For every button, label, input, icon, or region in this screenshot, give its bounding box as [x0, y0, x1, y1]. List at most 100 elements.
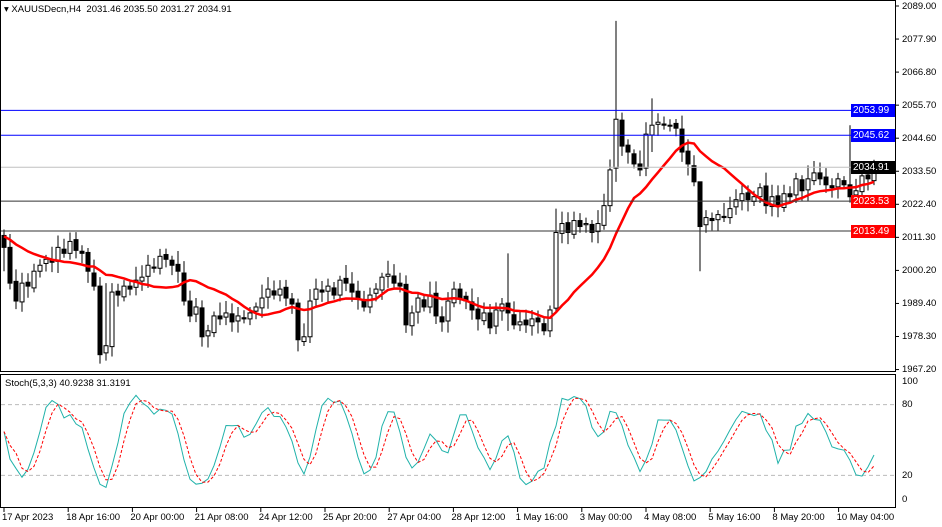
bull-candle [385, 273, 391, 277]
bear-candle [85, 251, 91, 272]
bear-candle [289, 298, 295, 305]
price-axis-label: 1967.20 [902, 364, 937, 376]
time-axis-label: 24 Apr 12:00 [258, 512, 313, 523]
bear-candle [475, 308, 481, 320]
bear-candle [487, 312, 493, 329]
stoch-axis-label: 0 [902, 493, 908, 505]
bull-candle [145, 264, 151, 277]
stoch-k-line [3, 394, 875, 489]
stoch-axis-label: 20 [902, 469, 913, 481]
bear-candle [565, 222, 571, 233]
bull-candle [265, 288, 271, 298]
bear-candle [13, 280, 19, 302]
bull-candle [415, 297, 421, 313]
bull-candle [739, 193, 745, 202]
bear-candle [403, 283, 409, 326]
bear-candle [349, 283, 355, 293]
bear-candle [457, 288, 463, 299]
bull-candle [655, 121, 661, 125]
price-axis-label: 2011.30 [902, 231, 936, 243]
bull-candle [667, 124, 673, 127]
bear-candle [721, 215, 727, 219]
bull-candle [757, 187, 763, 198]
dropdown-triangle-icon[interactable]: ▾ [4, 4, 12, 15]
bull-candle [67, 240, 73, 254]
bull-candle [337, 279, 343, 296]
bear-candle [343, 277, 349, 284]
bear-candle [91, 272, 97, 287]
bull-candle [313, 288, 319, 300]
price-tag: 2053.99 [851, 103, 895, 117]
bull-candle [607, 169, 613, 207]
time-axis-label: 27 Apr 04:00 [387, 512, 442, 523]
bull-candle [805, 178, 811, 191]
bear-candle [577, 220, 583, 228]
bull-candle [559, 223, 565, 234]
time-axis-label: 28 Apr 12:00 [451, 512, 506, 523]
bear-candle [787, 193, 793, 198]
bear-candle [61, 248, 67, 254]
time-axis-label: 1 May 16:00 [515, 512, 568, 523]
bull-candle [733, 199, 739, 208]
bear-candle [73, 239, 79, 251]
bear-candle [673, 122, 679, 129]
bull-candle [517, 321, 523, 326]
bull-candle [493, 309, 499, 327]
bear-candle [319, 289, 325, 293]
price-axis-label: 1989.40 [902, 297, 937, 309]
bull-candle [31, 270, 37, 289]
price-tag: 2034.91 [851, 160, 895, 174]
time-axis-label: 4 May 08:00 [644, 512, 697, 523]
stoch-axis-label: 100 [902, 376, 918, 387]
bear-candle [391, 275, 397, 284]
bull-candle [571, 220, 577, 235]
bull-candle [205, 330, 211, 337]
bull-candle [811, 172, 817, 182]
bull-candle [649, 124, 655, 136]
price-axis-label: 1978.30 [902, 331, 937, 342]
bear-candle [691, 165, 697, 183]
bear-candle [115, 290, 121, 296]
time-axis-label: 20 Apr 00:00 [130, 512, 185, 523]
bull-candle [307, 300, 313, 338]
bull-candle [547, 309, 553, 332]
bull-candle [379, 276, 385, 291]
bear-candle [1, 234, 7, 248]
bear-candle [79, 250, 85, 254]
price-tag: 2045.62 [851, 128, 895, 142]
price-axis-label: 2022.40 [902, 198, 937, 210]
bear-candle [541, 323, 547, 332]
price-axis-label: 2089.00 [902, 0, 937, 12]
bear-candle [697, 181, 703, 228]
stoch-axis-label: 80 [902, 399, 913, 411]
bull-candle [769, 196, 775, 208]
bear-candle [331, 287, 337, 296]
bear-candle [625, 144, 631, 153]
bear-candle [511, 314, 517, 326]
bear-candle [7, 246, 13, 284]
time-axis-label: 5 May 16:00 [708, 512, 761, 523]
ohlc-values: 2031.46 2035.50 2031.27 2034.91 [86, 4, 232, 15]
bull-candle [211, 315, 217, 334]
price-axis-label: 2033.50 [902, 165, 937, 177]
bull-candle [835, 178, 841, 188]
bear-candle [619, 119, 625, 147]
stoch-pane-frame [0, 374, 896, 508]
bear-candle [217, 315, 223, 320]
bear-candle [763, 185, 769, 207]
bull-candle [583, 223, 589, 226]
price-tag: 2013.49 [851, 224, 895, 238]
price-axis-label: 2055.70 [902, 99, 937, 111]
bull-candle [193, 306, 199, 315]
bear-candle [829, 185, 835, 189]
bull-candle [259, 297, 265, 309]
bear-candle [187, 300, 193, 317]
chart-header: ▾ XAUUSDecn,H4 2031.46 2035.50 2031.27 2… [4, 4, 232, 15]
bear-candle [847, 184, 853, 198]
bear-candle [169, 259, 175, 266]
bull-candle [529, 318, 535, 327]
bull-candle [373, 288, 379, 294]
time-axis-label: 18 Apr 16:00 [66, 512, 121, 523]
